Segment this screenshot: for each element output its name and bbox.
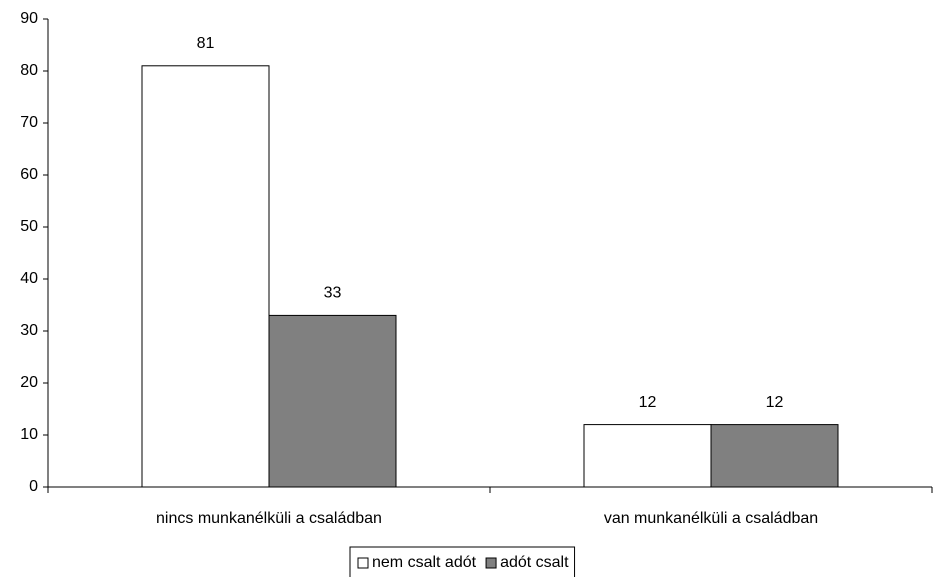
value-label: 33 (324, 285, 342, 302)
legend-swatch (485, 557, 497, 569)
x-tick-label: nincs munkanélküli a családban (156, 510, 382, 527)
y-tick-label: 80 (20, 62, 38, 79)
y-tick-label: 30 (20, 322, 38, 339)
bar (710, 424, 839, 488)
y-tick-label: 0 (29, 478, 38, 495)
bar (141, 65, 270, 488)
bar (583, 424, 712, 488)
legend-box (349, 546, 576, 577)
y-tick-label: 40 (20, 270, 38, 287)
legend-swatch (357, 557, 369, 569)
value-label: 81 (197, 35, 215, 52)
value-label: 12 (766, 394, 784, 411)
legend-label: adót csalt (500, 554, 569, 571)
value-label: 12 (639, 394, 657, 411)
y-tick-label: 50 (20, 218, 38, 235)
y-tick-label: 90 (20, 10, 38, 27)
legend-label: nem csalt adót (372, 554, 477, 571)
y-tick-label: 60 (20, 166, 38, 183)
x-tick-label: van munkanélküli a családban (604, 510, 818, 527)
y-tick-label: 70 (20, 114, 38, 131)
bar (268, 314, 397, 488)
y-tick-label: 20 (20, 374, 38, 391)
y-tick-label: 10 (20, 426, 38, 443)
